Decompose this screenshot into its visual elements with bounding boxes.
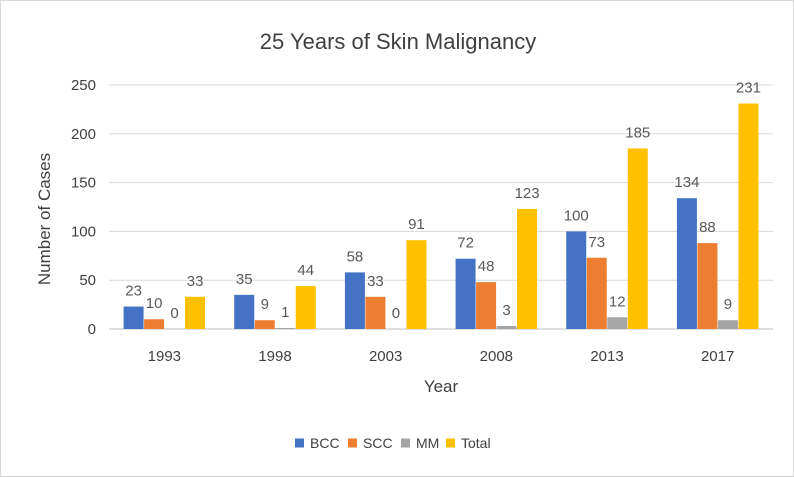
bar-mm-1998 — [275, 328, 296, 329]
x-tick-label: 2017 — [701, 348, 734, 365]
bar-mm-2013 — [607, 317, 628, 329]
legend-swatch-total — [446, 438, 455, 448]
bar-scc-2003 — [365, 296, 386, 329]
legend-label-total: Total — [461, 435, 491, 451]
data-label-scc-1998: 9 — [261, 296, 269, 313]
chart-title: 25 Years of Skin Malignancy — [260, 29, 536, 54]
legend-swatch-mm — [401, 438, 410, 448]
bar-bcc-1993 — [123, 306, 144, 329]
data-label-total-2017: 231 — [736, 80, 761, 97]
bar-scc-2013 — [586, 257, 607, 329]
data-label-scc-1993: 10 — [146, 295, 163, 312]
legend-label-scc: SCC — [363, 435, 393, 451]
bar-scc-2008 — [476, 282, 497, 329]
data-label-total-2008: 123 — [515, 185, 540, 202]
bar-total-2017 — [738, 103, 759, 329]
data-label-scc-2017: 88 — [699, 219, 716, 236]
data-label-bcc-2003: 58 — [347, 248, 364, 265]
x-tick-label: 1998 — [258, 348, 291, 365]
data-label-bcc-1998: 35 — [236, 271, 253, 288]
bar-total-2013 — [627, 148, 648, 329]
x-axis-ticks: 1993 1998 2003 2008 2013 2017 — [148, 348, 735, 365]
bar-scc-1998 — [254, 320, 275, 329]
bar-mm-2008 — [496, 326, 517, 329]
data-label-scc-2013: 73 — [588, 234, 605, 251]
data-label-total-2003: 91 — [408, 216, 425, 233]
data-label-mm-2013: 12 — [609, 293, 626, 310]
data-label-total-2013: 185 — [625, 124, 650, 141]
x-tick-label: 2003 — [369, 348, 402, 365]
data-label-scc-2008: 48 — [478, 258, 495, 275]
bar-bcc-2013 — [566, 231, 587, 329]
data-label-mm-1993: 0 — [170, 305, 178, 322]
legend-swatch-bcc — [295, 438, 304, 448]
legend: BCC SCC MM Total — [295, 435, 491, 451]
y-tick-label: 100 — [71, 223, 96, 240]
data-label-total-1993: 33 — [187, 273, 204, 290]
bar-total-1998 — [295, 286, 316, 329]
data-label-scc-2003: 33 — [367, 273, 384, 290]
y-tick-label: 250 — [71, 77, 96, 94]
y-axis-label: Number of Cases — [35, 153, 54, 285]
data-label-bcc-1993: 23 — [125, 283, 142, 300]
bar-total-2003 — [406, 240, 427, 329]
bar-scc-2017 — [697, 243, 718, 329]
legend-swatch-scc — [348, 438, 357, 448]
bar-mm-2017 — [717, 320, 738, 329]
x-tick-label: 2008 — [480, 348, 513, 365]
data-label-bcc-2008: 72 — [457, 235, 474, 252]
legend-label-mm: MM — [416, 435, 439, 451]
bar-total-1993 — [185, 296, 206, 329]
data-label-bcc-2017: 134 — [674, 174, 699, 191]
y-tick-label: 150 — [71, 175, 96, 192]
data-label-total-1998: 44 — [297, 262, 314, 279]
bar-scc-1993 — [144, 319, 165, 329]
y-axis-ticks: 0 50 100 150 200 250 — [71, 77, 96, 338]
bar-total-2008 — [517, 208, 538, 329]
y-tick-label: 0 — [88, 321, 96, 338]
x-axis-label: Year — [424, 377, 459, 396]
legend-label-bcc: BCC — [310, 435, 340, 451]
data-label-mm-2003: 0 — [392, 305, 400, 322]
data-label-mm-1998: 1 — [281, 304, 289, 321]
bar-bcc-2003 — [344, 272, 365, 329]
bars — [123, 103, 759, 329]
gridlines — [109, 84, 773, 330]
y-tick-label: 50 — [79, 272, 96, 289]
x-tick-label: 1993 — [148, 348, 181, 365]
data-label-mm-2017: 9 — [724, 296, 732, 313]
bar-bcc-2017 — [676, 198, 697, 329]
data-label-mm-2008: 3 — [502, 302, 510, 319]
y-tick-label: 200 — [71, 126, 96, 143]
bar-bcc-1998 — [234, 294, 255, 329]
data-label-bcc-2013: 100 — [564, 207, 589, 224]
bar-bcc-2008 — [455, 258, 476, 329]
x-tick-label: 2013 — [590, 348, 623, 365]
